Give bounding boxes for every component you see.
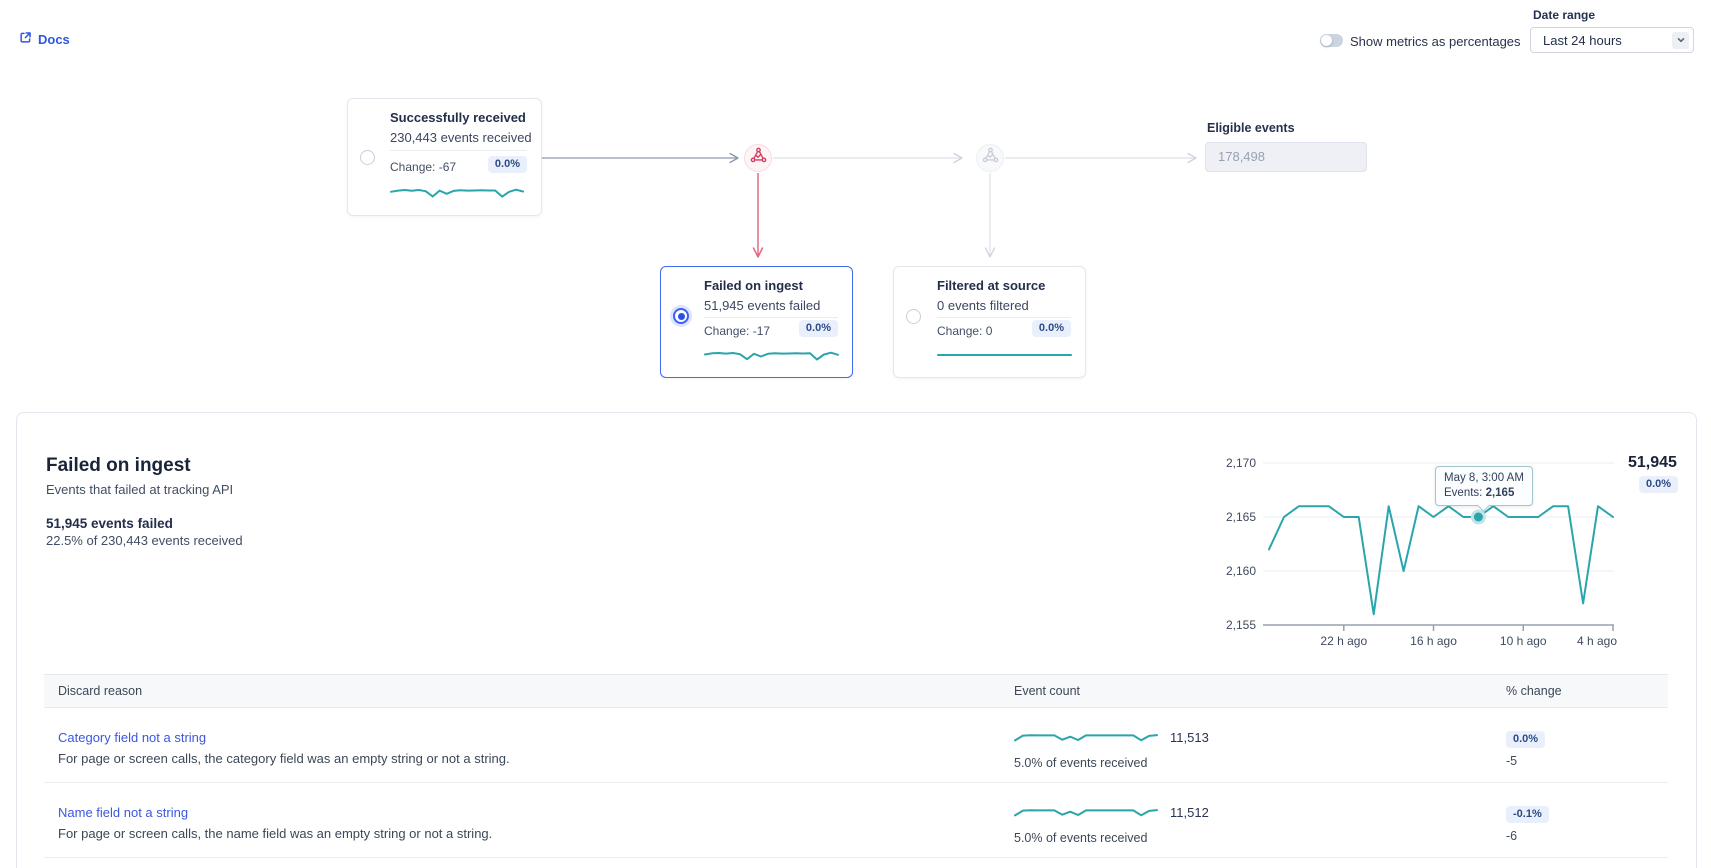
chart-total-pct-badge: 0.0% (1639, 476, 1679, 493)
date-range-value: Last 24 hours (1543, 32, 1622, 48)
discard-reason-description: For page or screen calls, the name field… (58, 826, 493, 841)
docs-link[interactable]: Docs (19, 31, 70, 47)
panel-subtitle: Events that failed at tracking API (46, 482, 234, 497)
card-change-pct-badge: 0.0% (1031, 320, 1071, 337)
event-count-note: 5.0% of events received (1014, 756, 1148, 770)
sparkline (390, 188, 524, 198)
card-subtitle: 0 events filtered (937, 298, 1029, 313)
event-count-value: 11,512 (1170, 804, 1209, 820)
tooltip-events-value: 2,165 (1485, 487, 1515, 499)
tooltip-date: May 8, 3:00 AM (1444, 472, 1524, 484)
card-change: Change: 0 (937, 324, 993, 338)
svg-text:4 h ago: 4 h ago (1577, 634, 1617, 648)
pct-change-badge: -0.1% (1506, 806, 1549, 823)
discard-reasons-table: Discard reason Event count % change Cate… (44, 674, 1668, 858)
panel-title: Failed on ingest (46, 455, 191, 476)
card-successfully-received[interactable]: Successfully received 230,443 events rec… (347, 98, 542, 216)
divider (937, 317, 1071, 318)
card-title: Filtered at source (937, 278, 1046, 293)
row-sparkline (1014, 734, 1158, 742)
eligible-events-value: 178,498 (1205, 142, 1367, 172)
svg-text:16 h ago: 16 h ago (1410, 634, 1457, 648)
stat-pct-of-received: 22.5% of 230,443 events received (46, 533, 243, 548)
divider (390, 150, 527, 151)
radio-failed-on-ingest[interactable] (673, 308, 689, 324)
card-change: Change: -67 (390, 160, 457, 174)
card-filtered-at-source[interactable]: Filtered at source 0 events filtered Cha… (893, 266, 1086, 378)
card-change-pct-badge: 0.0% (487, 156, 527, 173)
percentages-toggle-label: Show metrics as percentages (1350, 34, 1521, 49)
failed-on-ingest-panel: Failed on ingest Events that failed at t… (16, 412, 1697, 868)
events-line-chart[interactable]: 2,170 2,165 2,160 2,155 22 h ago 16 h ago 10 h… (1201, 451, 1631, 651)
sparkline (704, 351, 839, 361)
col-discard-reason: Discard reason (58, 684, 143, 698)
card-subtitle: 51,945 events failed (704, 298, 821, 313)
stat-events-failed: 51,945 events failed (46, 516, 173, 531)
absolute-change: -6 (1506, 829, 1518, 843)
event-count-value: 11,513 (1170, 729, 1209, 745)
table-row: Name field not a string For page or scre… (44, 783, 1668, 858)
radio-filtered-at-source[interactable] (906, 309, 921, 324)
chart-tooltip: May 8, 3:00 AM Events: 2,165 (1435, 466, 1533, 506)
card-change-pct-badge: 0.0% (798, 320, 838, 337)
schema-validation-icon (750, 147, 767, 169)
source-filter-node (976, 144, 1004, 172)
svg-text:2,165: 2,165 (1226, 510, 1256, 524)
percentages-toggle[interactable] (1320, 34, 1343, 47)
svg-text:10 h ago: 10 h ago (1500, 634, 1547, 648)
card-change: Change: -17 (704, 324, 771, 338)
date-range-label: Date range (1533, 8, 1596, 22)
svg-text:2,170: 2,170 (1226, 456, 1256, 470)
col-event-count: Event count (1014, 684, 1081, 698)
flow-connectors (542, 152, 1197, 258)
divider (704, 317, 838, 318)
svg-text:2,155: 2,155 (1226, 618, 1256, 632)
chart-total: 51,945 (1628, 454, 1677, 471)
svg-text:2,160: 2,160 (1226, 564, 1256, 578)
ingest-validation-node (744, 144, 772, 172)
pct-change-badge: 0.0% (1506, 731, 1546, 748)
card-subtitle: 230,443 events received (390, 130, 532, 145)
sparkline-flat (937, 354, 1072, 356)
chevron-down-icon (1672, 31, 1689, 49)
row-sparkline (1014, 809, 1158, 817)
absolute-change: -5 (1506, 754, 1518, 768)
tooltip-events: Events: 2,165 (1444, 487, 1515, 499)
external-link-icon (19, 31, 32, 47)
eligible-events-label: Eligible events (1207, 121, 1295, 135)
col-pct-change: % change (1506, 684, 1562, 698)
card-failed-on-ingest[interactable]: Failed on ingest 51,945 events failed Ch… (660, 266, 853, 378)
event-count-note: 5.0% of events received (1014, 831, 1148, 845)
table-header: Discard reason Event count % change (44, 674, 1668, 708)
discard-reason-link[interactable]: Category field not a string (58, 730, 207, 745)
table-row: Category field not a string For page or … (44, 708, 1668, 783)
card-title: Successfully received (390, 110, 526, 125)
discard-reason-description: For page or screen calls, the category f… (58, 751, 510, 766)
date-range-select[interactable]: Last 24 hours (1530, 27, 1694, 53)
radio-successfully-received[interactable] (360, 150, 375, 165)
docs-label: Docs (38, 31, 70, 47)
schema-filter-icon (982, 147, 999, 169)
toggle-knob (1321, 35, 1332, 46)
card-title: Failed on ingest (704, 278, 803, 293)
svg-text:22 h ago: 22 h ago (1320, 634, 1367, 648)
discard-reason-link[interactable]: Name field not a string (58, 805, 189, 820)
